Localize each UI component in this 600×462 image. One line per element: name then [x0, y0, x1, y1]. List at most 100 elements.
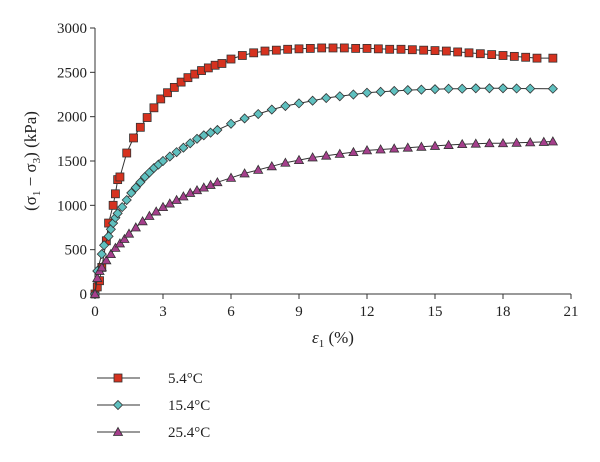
- data-point-diamond: [164, 151, 175, 162]
- data-point-triangle: [497, 137, 509, 148]
- x-tick-label: 21: [564, 304, 579, 320]
- y-tick-label: 500: [65, 243, 88, 259]
- series-square: [90, 43, 558, 299]
- data-point-diamond: [280, 100, 291, 112]
- y-tick-label: 2000: [57, 110, 87, 126]
- data-point-square: [156, 94, 166, 104]
- data-point-diamond: [126, 187, 137, 198]
- data-point-triangle: [511, 137, 522, 147]
- data-point-diamond: [470, 83, 481, 94]
- data-point-triangle: [293, 154, 305, 165]
- data-point-triangle: [119, 233, 130, 243]
- legend-item: 5.4°C: [97, 371, 203, 387]
- data-point-square: [163, 88, 172, 98]
- legend-marker-diamond: [112, 399, 124, 411]
- data-point-triangle: [151, 206, 162, 216]
- data-point-triangle: [239, 168, 250, 178]
- data-point-diamond: [239, 113, 250, 124]
- x-axis-title: ε1 (%): [312, 328, 354, 350]
- data-point-diamond: [375, 86, 386, 97]
- data-point-square: [149, 103, 159, 113]
- x-tick-label: 6: [227, 304, 235, 320]
- x-axis-unit: (%): [324, 328, 354, 347]
- y-axis-part: (σ: [21, 196, 40, 211]
- series-line: [94, 87, 553, 295]
- data-point-triangle: [484, 137, 495, 148]
- series-line: [94, 47, 553, 295]
- data-point-diamond: [171, 147, 182, 158]
- y-axis-subscript: 3: [31, 157, 43, 163]
- legend-item: 25.4°C: [97, 425, 210, 441]
- data-point-triangle: [416, 141, 427, 151]
- data-point-diamond: [157, 155, 169, 167]
- data-point-diamond: [178, 142, 189, 153]
- data-point-diamond: [185, 138, 196, 149]
- data-point-square: [317, 43, 327, 53]
- data-point-triangle: [123, 228, 135, 238]
- x-tick-label: 15: [428, 304, 443, 320]
- data-point-triangle: [307, 152, 318, 162]
- data-point-triangle: [101, 254, 112, 265]
- data-point-triangle: [443, 139, 454, 149]
- data-point-diamond: [497, 83, 509, 94]
- data-point-square: [176, 77, 186, 87]
- legend: 5.4°C 15.4°C 25.4°C: [97, 371, 210, 441]
- data-point-diamond: [135, 177, 146, 188]
- data-point-square: [453, 47, 463, 57]
- x-tick-label: 12: [360, 304, 375, 320]
- data-point-diamond: [307, 95, 318, 106]
- data-point-square: [217, 59, 227, 68]
- x-tick-label: 9: [295, 304, 303, 320]
- data-point-diamond: [266, 104, 277, 115]
- data-point-square: [373, 44, 383, 54]
- data-point-triangle: [253, 164, 264, 174]
- data-point-square: [108, 200, 118, 210]
- data-point-triangle: [547, 136, 559, 146]
- data-point-triangle: [457, 138, 468, 149]
- data-point-square: [532, 53, 542, 63]
- data-point-diamond: [389, 85, 400, 97]
- data-point-diamond: [225, 118, 237, 129]
- data-point-square: [396, 44, 406, 54]
- data-point-triangle: [92, 272, 103, 282]
- data-point-triangle: [137, 215, 148, 226]
- data-point-square: [548, 53, 558, 63]
- data-point-diamond: [511, 83, 522, 94]
- data-point-triangle: [525, 137, 536, 147]
- x-tick-label: 18: [496, 304, 511, 320]
- data-point-square: [362, 43, 372, 53]
- data-point-square: [430, 46, 440, 56]
- data-point-square: [226, 54, 236, 64]
- data-point-square: [271, 45, 281, 55]
- x-axis-symbol: ε: [312, 328, 319, 347]
- y-tick-label: 0: [80, 287, 88, 303]
- data-point-square: [509, 51, 519, 61]
- data-point-square: [249, 48, 259, 58]
- data-point-triangle: [144, 210, 155, 220]
- data-point-square: [351, 43, 361, 53]
- legend-label: 5.4°C: [168, 371, 203, 387]
- data-point-square: [328, 43, 338, 53]
- y-axis-subscript: 1: [31, 191, 43, 197]
- data-point-diamond: [191, 133, 203, 144]
- data-point-triangle: [205, 179, 216, 189]
- data-point-diamond: [121, 194, 132, 206]
- data-point-square: [407, 45, 417, 55]
- x-tick-label: 0: [91, 304, 99, 320]
- data-point-diamond: [117, 202, 128, 213]
- y-axis-part: − σ: [21, 163, 40, 190]
- data-point-triangle: [96, 262, 107, 272]
- data-point-triangle: [110, 242, 121, 252]
- data-point-square: [111, 189, 120, 199]
- series-triangle: [89, 136, 559, 298]
- data-point-diamond: [525, 83, 536, 94]
- data-point-square: [441, 46, 451, 56]
- data-point-triangle: [198, 182, 209, 192]
- data-point-triangle: [114, 238, 126, 248]
- data-point-triangle: [212, 176, 223, 187]
- data-point-triangle: [375, 144, 386, 154]
- data-point-square: [487, 50, 497, 59]
- data-point-diamond: [253, 108, 264, 120]
